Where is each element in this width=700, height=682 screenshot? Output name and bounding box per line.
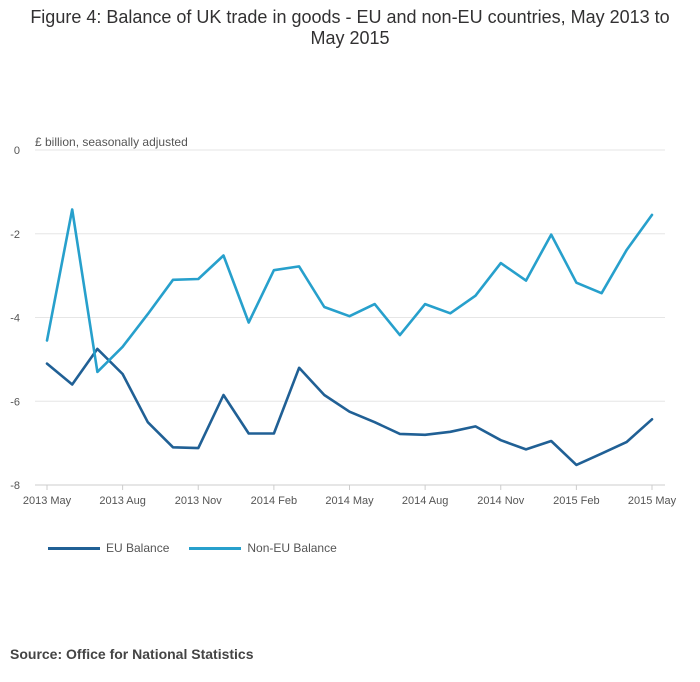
x-tick-label: 2014 Feb [251,495,297,507]
legend-item-non-eu[interactable]: Non-EU Balance [189,541,337,555]
legend: EU Balance Non-EU Balance [48,541,357,555]
chart-title: Figure 4: Balance of UK trade in goods -… [30,7,670,48]
x-tick-label: 2015 Feb [553,495,599,507]
x-tick-label: 2013 Aug [99,495,146,507]
y-tick-label: -4 [10,313,20,325]
legend-swatch-non-eu [189,546,242,550]
x-tick-label: 2014 Nov [477,495,525,507]
series-lines [45,208,654,467]
legend-item-eu[interactable]: EU Balance [48,541,169,555]
y-tick-label: -6 [10,396,20,408]
y-tick-label: -8 [10,480,20,492]
x-tick-label: 2013 Nov [175,495,223,507]
y-tick-label: -2 [10,229,20,241]
y-axis-unit-label: £ billion, seasonally adjusted [35,135,188,149]
x-tick-label: 2014 Aug [402,495,449,507]
legend-label-eu: EU Balance [106,541,170,555]
gridlines [35,149,665,486]
x-tick-label: 2014 May [325,495,374,507]
legend-label-non-eu: Non-EU Balance [247,541,337,555]
series-line-non-eu-balance[interactable] [45,208,654,374]
y-tick-label: 0 [14,145,20,157]
source-note: Source: Office for National Statistics [10,646,254,662]
legend-swatch-eu [48,546,100,550]
x-tick-label: 2013 May [23,495,72,507]
x-tick-label: 2015 May [628,495,677,507]
series-line-eu-balance[interactable] [45,347,654,467]
